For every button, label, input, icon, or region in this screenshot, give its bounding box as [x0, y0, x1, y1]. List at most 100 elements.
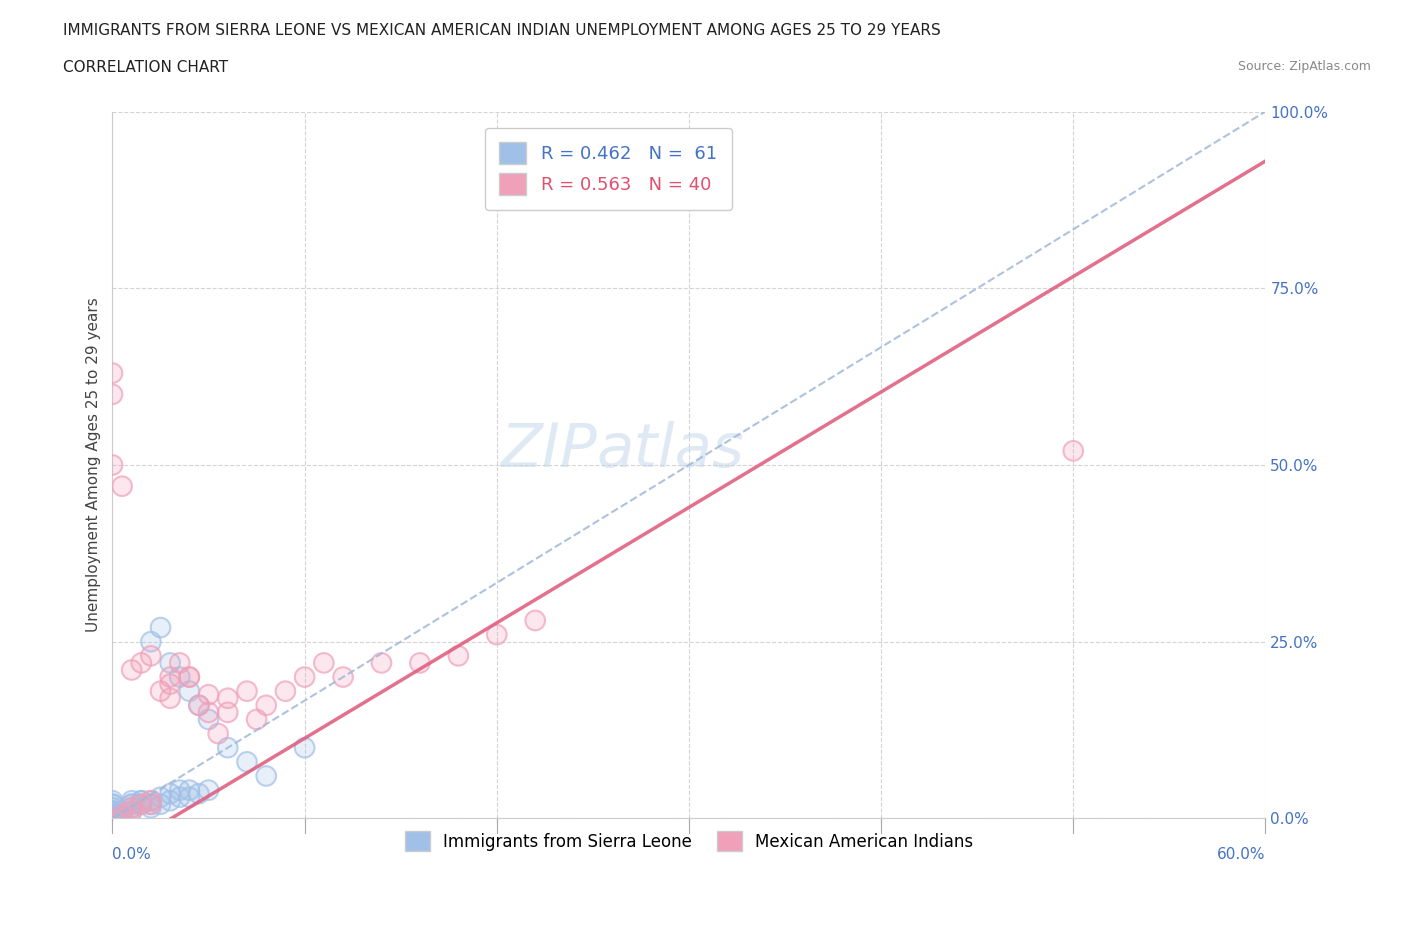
- Point: [197, 687, 219, 702]
- Point: [312, 656, 335, 671]
- Point: [149, 684, 172, 698]
- Point: [121, 797, 143, 812]
- Point: [111, 811, 134, 826]
- Point: [121, 801, 143, 816]
- Point: [149, 684, 172, 698]
- Point: [332, 670, 354, 684]
- Point: [101, 807, 124, 822]
- Point: [169, 670, 191, 684]
- Point: [139, 793, 162, 808]
- Point: [111, 804, 134, 818]
- Point: [129, 797, 153, 812]
- Point: [294, 740, 316, 755]
- Point: [101, 811, 124, 826]
- Text: CORRELATION CHART: CORRELATION CHART: [63, 60, 228, 75]
- Text: 60.0%: 60.0%: [1218, 846, 1265, 862]
- Text: Source: ZipAtlas.com: Source: ZipAtlas.com: [1237, 60, 1371, 73]
- Point: [111, 811, 134, 826]
- Point: [149, 620, 172, 635]
- Point: [101, 807, 124, 822]
- Point: [101, 811, 124, 826]
- Point: [197, 712, 219, 727]
- Point: [149, 797, 172, 812]
- Point: [370, 656, 392, 671]
- Point: [236, 684, 259, 698]
- Point: [101, 797, 124, 812]
- Point: [149, 620, 172, 635]
- Point: [101, 811, 124, 826]
- Point: [139, 634, 162, 649]
- Point: [101, 807, 124, 822]
- Point: [207, 726, 229, 741]
- Point: [111, 807, 134, 822]
- Point: [101, 793, 124, 808]
- Point: [179, 684, 201, 698]
- Point: [139, 793, 162, 808]
- Point: [188, 786, 211, 801]
- Point: [101, 797, 124, 812]
- Point: [111, 804, 134, 818]
- Point: [121, 804, 143, 818]
- Point: [179, 670, 201, 684]
- Point: [197, 783, 219, 798]
- Point: [111, 807, 134, 822]
- Point: [217, 705, 239, 720]
- Point: [101, 807, 124, 822]
- Point: [111, 807, 134, 822]
- Point: [101, 811, 124, 826]
- Point: [111, 811, 134, 826]
- Point: [1062, 444, 1084, 458]
- Point: [139, 648, 162, 663]
- Y-axis label: Unemployment Among Ages 25 to 29 years: Unemployment Among Ages 25 to 29 years: [86, 298, 101, 632]
- Point: [188, 786, 211, 801]
- Point: [101, 811, 124, 826]
- Point: [139, 797, 162, 812]
- Point: [101, 811, 124, 826]
- Point: [101, 797, 124, 812]
- Point: [139, 797, 162, 812]
- Point: [217, 740, 239, 755]
- Point: [111, 807, 134, 822]
- Point: [101, 811, 124, 826]
- Point: [179, 783, 201, 798]
- Point: [254, 698, 277, 712]
- Point: [121, 662, 143, 677]
- Point: [179, 783, 201, 798]
- Point: [179, 670, 201, 684]
- Point: [121, 793, 143, 808]
- Point: [129, 656, 153, 671]
- Point: [447, 648, 470, 663]
- Point: [1062, 444, 1084, 458]
- Point: [169, 790, 191, 804]
- Point: [179, 790, 201, 804]
- Point: [129, 797, 153, 812]
- Point: [121, 797, 143, 812]
- Point: [101, 811, 124, 826]
- Point: [159, 691, 181, 706]
- Point: [111, 479, 134, 494]
- Point: [101, 811, 124, 826]
- Point: [149, 797, 172, 812]
- Point: [101, 793, 124, 808]
- Point: [217, 705, 239, 720]
- Point: [197, 687, 219, 702]
- Point: [197, 705, 219, 720]
- Point: [121, 804, 143, 818]
- Point: [101, 804, 124, 818]
- Point: [101, 811, 124, 826]
- Point: [217, 740, 239, 755]
- Point: [139, 793, 162, 808]
- Point: [101, 804, 124, 818]
- Point: [169, 656, 191, 671]
- Point: [179, 790, 201, 804]
- Point: [101, 804, 124, 818]
- Point: [101, 811, 124, 826]
- Point: [159, 793, 181, 808]
- Text: IMMIGRANTS FROM SIERRA LEONE VS MEXICAN AMERICAN INDIAN UNEMPLOYMENT AMONG AGES : IMMIGRANTS FROM SIERRA LEONE VS MEXICAN …: [63, 23, 941, 38]
- Point: [485, 627, 508, 642]
- Point: [159, 786, 181, 801]
- Point: [121, 804, 143, 818]
- Point: [370, 656, 392, 671]
- Point: [101, 811, 124, 826]
- Point: [101, 811, 124, 826]
